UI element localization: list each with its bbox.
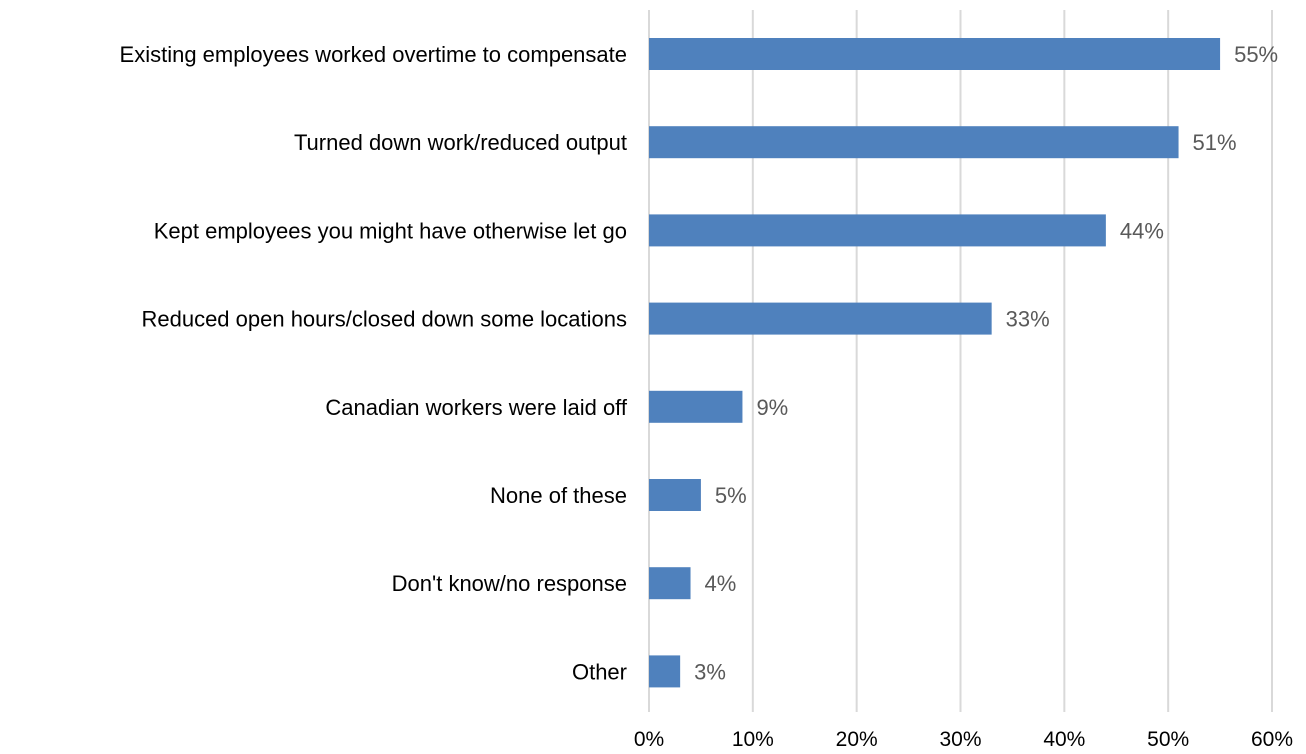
data-label-4: 9% [756,395,788,420]
category-label-2: Kept employees you might have otherwise … [154,218,627,243]
data-label-2: 44% [1120,218,1164,243]
data-label-5: 5% [715,483,747,508]
bar-3 [649,302,992,335]
category-label-5: None of these [490,483,627,508]
bar-5 [649,479,701,511]
bar-6 [649,567,691,600]
data-label-1: 51% [1193,130,1237,155]
bar-4 [649,390,743,423]
x-tick-label-10: 10% [732,728,774,751]
bar-0 [649,38,1221,70]
data-label-7: 3% [694,659,726,684]
bar-7 [649,655,681,688]
x-axis-tick-labels: 0% 10% 20% 30% 40% 50% 60% [634,728,1293,751]
category-label-4: Canadian workers were laid off [325,395,628,420]
gridlines [648,10,1273,712]
x-tick-label-20: 20% [836,728,878,751]
bar-2 [649,214,1106,247]
x-tick-label-30: 30% [939,728,981,751]
x-tick-label-60: 60% [1251,728,1293,751]
bar-1 [649,126,1179,159]
category-label-6: Don't know/no response [392,571,627,596]
data-labels: 55% 51% 44% 33% 9% 5% 4% 3% [694,42,1278,684]
category-label-0: Existing employees worked overtime to co… [120,42,627,67]
x-tick-label-50: 50% [1147,728,1189,751]
category-label-1: Turned down work/reduced output [294,130,627,155]
category-label-3: Reduced open hours/closed down some loca… [141,307,627,332]
x-tick-label-0: 0% [634,728,664,751]
category-label-7: Other [572,659,627,684]
data-label-3: 33% [1006,307,1050,332]
x-tick-label-40: 40% [1043,728,1085,751]
bars [649,38,1221,688]
category-labels: Existing employees worked overtime to co… [120,42,628,684]
data-label-6: 4% [705,571,737,596]
data-label-0: 55% [1234,42,1278,67]
